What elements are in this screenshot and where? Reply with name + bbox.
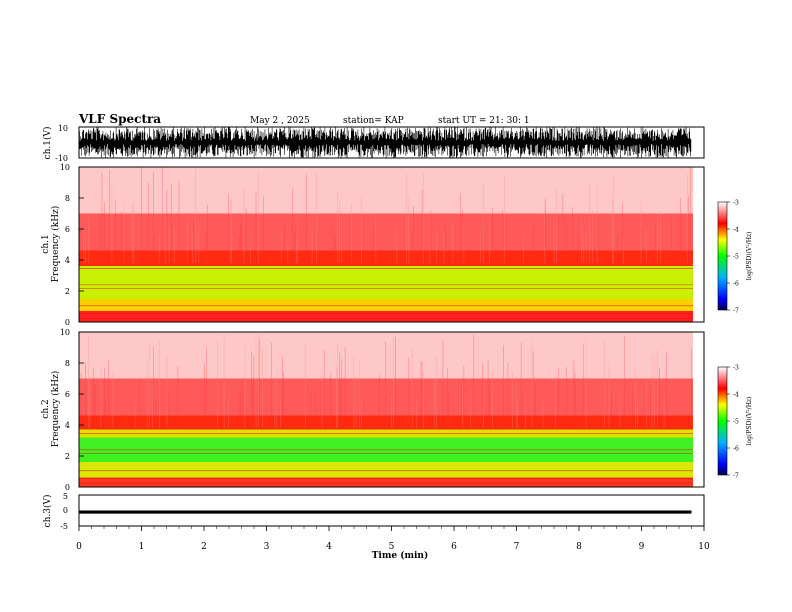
time-tick-label: 8	[576, 542, 582, 552]
date-label: May 2 , 2025	[250, 116, 310, 126]
time-tick-label: 5	[389, 542, 395, 552]
freq-tick-label: 2	[65, 452, 70, 461]
time-tick-label: 0	[76, 542, 82, 552]
ch3-ytick-bottom: -5	[60, 522, 68, 531]
colorbar-tick-label: -7	[733, 473, 739, 480]
colorbar-tick-label: -7	[733, 308, 739, 315]
freq-tick-label: 0	[65, 483, 70, 492]
time-tick-label: 10	[698, 542, 710, 552]
figure-title: VLF Spectra	[78, 112, 161, 126]
freq-tick-label: 6	[65, 225, 70, 234]
time-tick-label: 2	[201, 542, 207, 552]
ch1-ytick-bottom: -10	[55, 154, 68, 163]
ch2-spectrogram-panel: 0 2 4 6 8 10 Frequency (kHz) ch.2	[41, 328, 705, 492]
waveform-band	[79, 510, 692, 514]
no-data-strip	[693, 167, 704, 322]
time-tick-label: 1	[139, 542, 145, 552]
freq-tick-label: 6	[65, 390, 70, 399]
time-axis-label: Time (min)	[372, 550, 429, 561]
time-tick-label: 3	[264, 542, 270, 552]
ch1-spectrogram-panel: 0 2 4 6 8 10 Frequency (kHz) ch.1	[41, 163, 705, 327]
freq-tick-label: 4	[65, 421, 70, 430]
colorbar-tick-label: -4	[733, 227, 739, 234]
colorbar-tick-label: -3	[733, 200, 739, 207]
colorbar-tick-label: -6	[733, 446, 739, 453]
ch2-channel-label: ch.2	[41, 399, 51, 418]
ch3-ylabel: ch.3(V)	[42, 495, 53, 528]
ch3-waveform-trace	[79, 510, 692, 514]
no-data-strip	[693, 332, 704, 487]
ch3-waveform-panel: 5 0 -5 ch.3(V)	[42, 492, 705, 531]
time-tick-label: 6	[451, 542, 457, 552]
freq-tick-label: 10	[60, 163, 70, 172]
time-tick-label: 9	[639, 542, 645, 552]
ch1-waveform-panel: 10 -10 ch.1(V)	[42, 124, 705, 163]
freq-tick-label: 10	[60, 328, 70, 337]
station-label: station= KAP	[343, 116, 404, 126]
time-tick-label: 7	[514, 542, 520, 552]
colorbar-tick-label: -5	[733, 419, 739, 426]
ch1-channel-label: ch.1	[41, 234, 51, 253]
ch1-colorbar-label: log(PSD)(V²/Hz)	[746, 232, 753, 281]
freq-tick-label: 0	[65, 318, 70, 327]
start-time-label: start UT = 21: 30: 1	[438, 116, 530, 126]
ch1-colorbar: -3 -4 -5 -6 -7 log(PSD)(V²/Hz)	[717, 200, 753, 315]
colorbar-tick-label: -4	[733, 392, 739, 399]
colorbar-tick-label: -3	[733, 365, 739, 372]
ch2-spec-ylabel: Frequency (kHz)	[50, 371, 61, 448]
colorbar-tick-label: -5	[733, 254, 739, 261]
ch1-spectrogram-image	[79, 167, 693, 322]
freq-tick-label: 4	[65, 256, 70, 265]
time-tick-label: 4	[326, 542, 332, 552]
freq-tick-label: 8	[65, 359, 70, 368]
ch1-spec-ylabel: Frequency (kHz)	[50, 206, 61, 283]
ch1-ylabel: ch.1(V)	[42, 127, 53, 160]
ch1-ytick-top: 10	[58, 124, 68, 133]
ch2-colorbar-label: log(PSD)(V²/Hz)	[746, 397, 753, 446]
colorbar-tick-label: -6	[733, 281, 739, 288]
time-axis: 0 1 2 3 4 5 6 7 8 9 10	[76, 526, 710, 552]
ch3-ytick-top: 5	[63, 492, 68, 501]
freq-tick-label: 2	[65, 287, 70, 296]
freq-tick-label: 8	[65, 194, 70, 203]
ch2-colorbar: -3 -4 -5 -6 -7 log(PSD)(V²/Hz)	[717, 365, 753, 480]
ch3-ytick-mid: 0	[63, 506, 68, 515]
